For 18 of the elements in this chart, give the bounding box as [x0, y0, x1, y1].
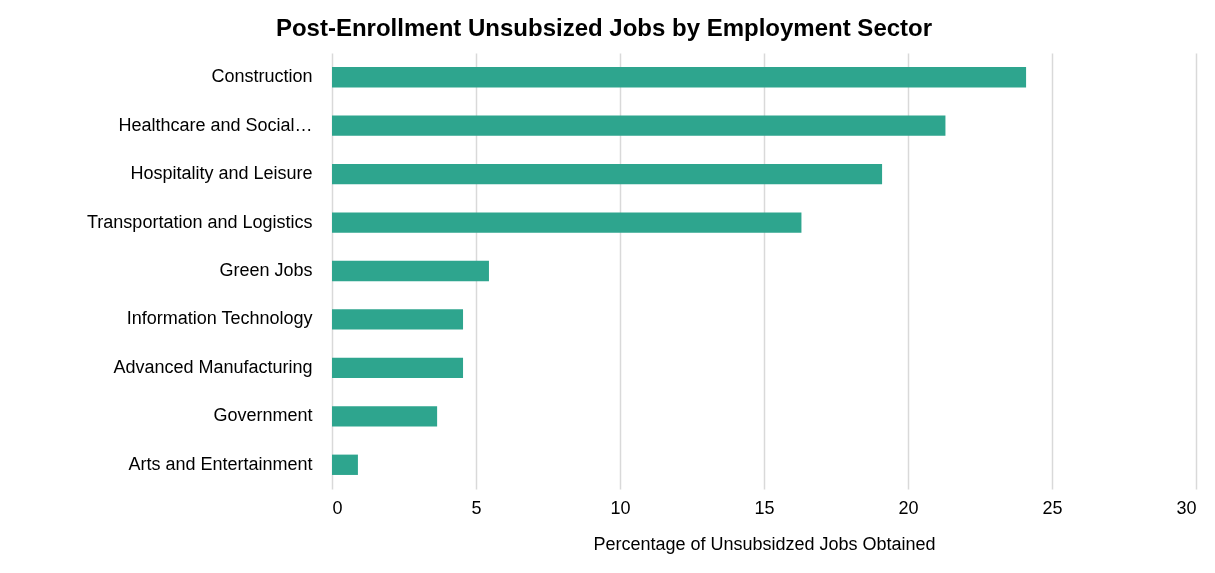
x-tick-label: 30 — [1176, 497, 1197, 518]
x-axis-title: Percentage of Unsubsidzed Jobs Obtained — [593, 533, 936, 554]
y-tick-label: Healthcare and Social… — [118, 114, 313, 135]
y-tick-label: Advanced Manufacturing — [113, 356, 313, 377]
y-tick-label: Green Jobs — [219, 260, 313, 280]
x-tick-label: 25 — [1042, 497, 1063, 518]
y-tick-label: Hospitality and Leisure — [130, 163, 313, 184]
y-tick-label: Construction — [211, 66, 313, 87]
x-tick-label: 20 — [898, 497, 919, 518]
y-tick-label: Government — [213, 405, 313, 426]
x-tick-label: 15 — [754, 497, 775, 518]
x-tick-label: 5 — [471, 497, 482, 518]
chart-title: Post-Enrollment Unsubsized Jobs by Employment Sector — [275, 14, 933, 41]
y-tick-label: Arts and Entertainment — [128, 453, 313, 474]
x-tick-label: 10 — [610, 497, 631, 518]
y-tick-label: Transportation and Logistics — [87, 211, 313, 232]
x-tick-label: 0 — [332, 497, 343, 518]
y-tick-label: Information Technology — [126, 308, 313, 329]
